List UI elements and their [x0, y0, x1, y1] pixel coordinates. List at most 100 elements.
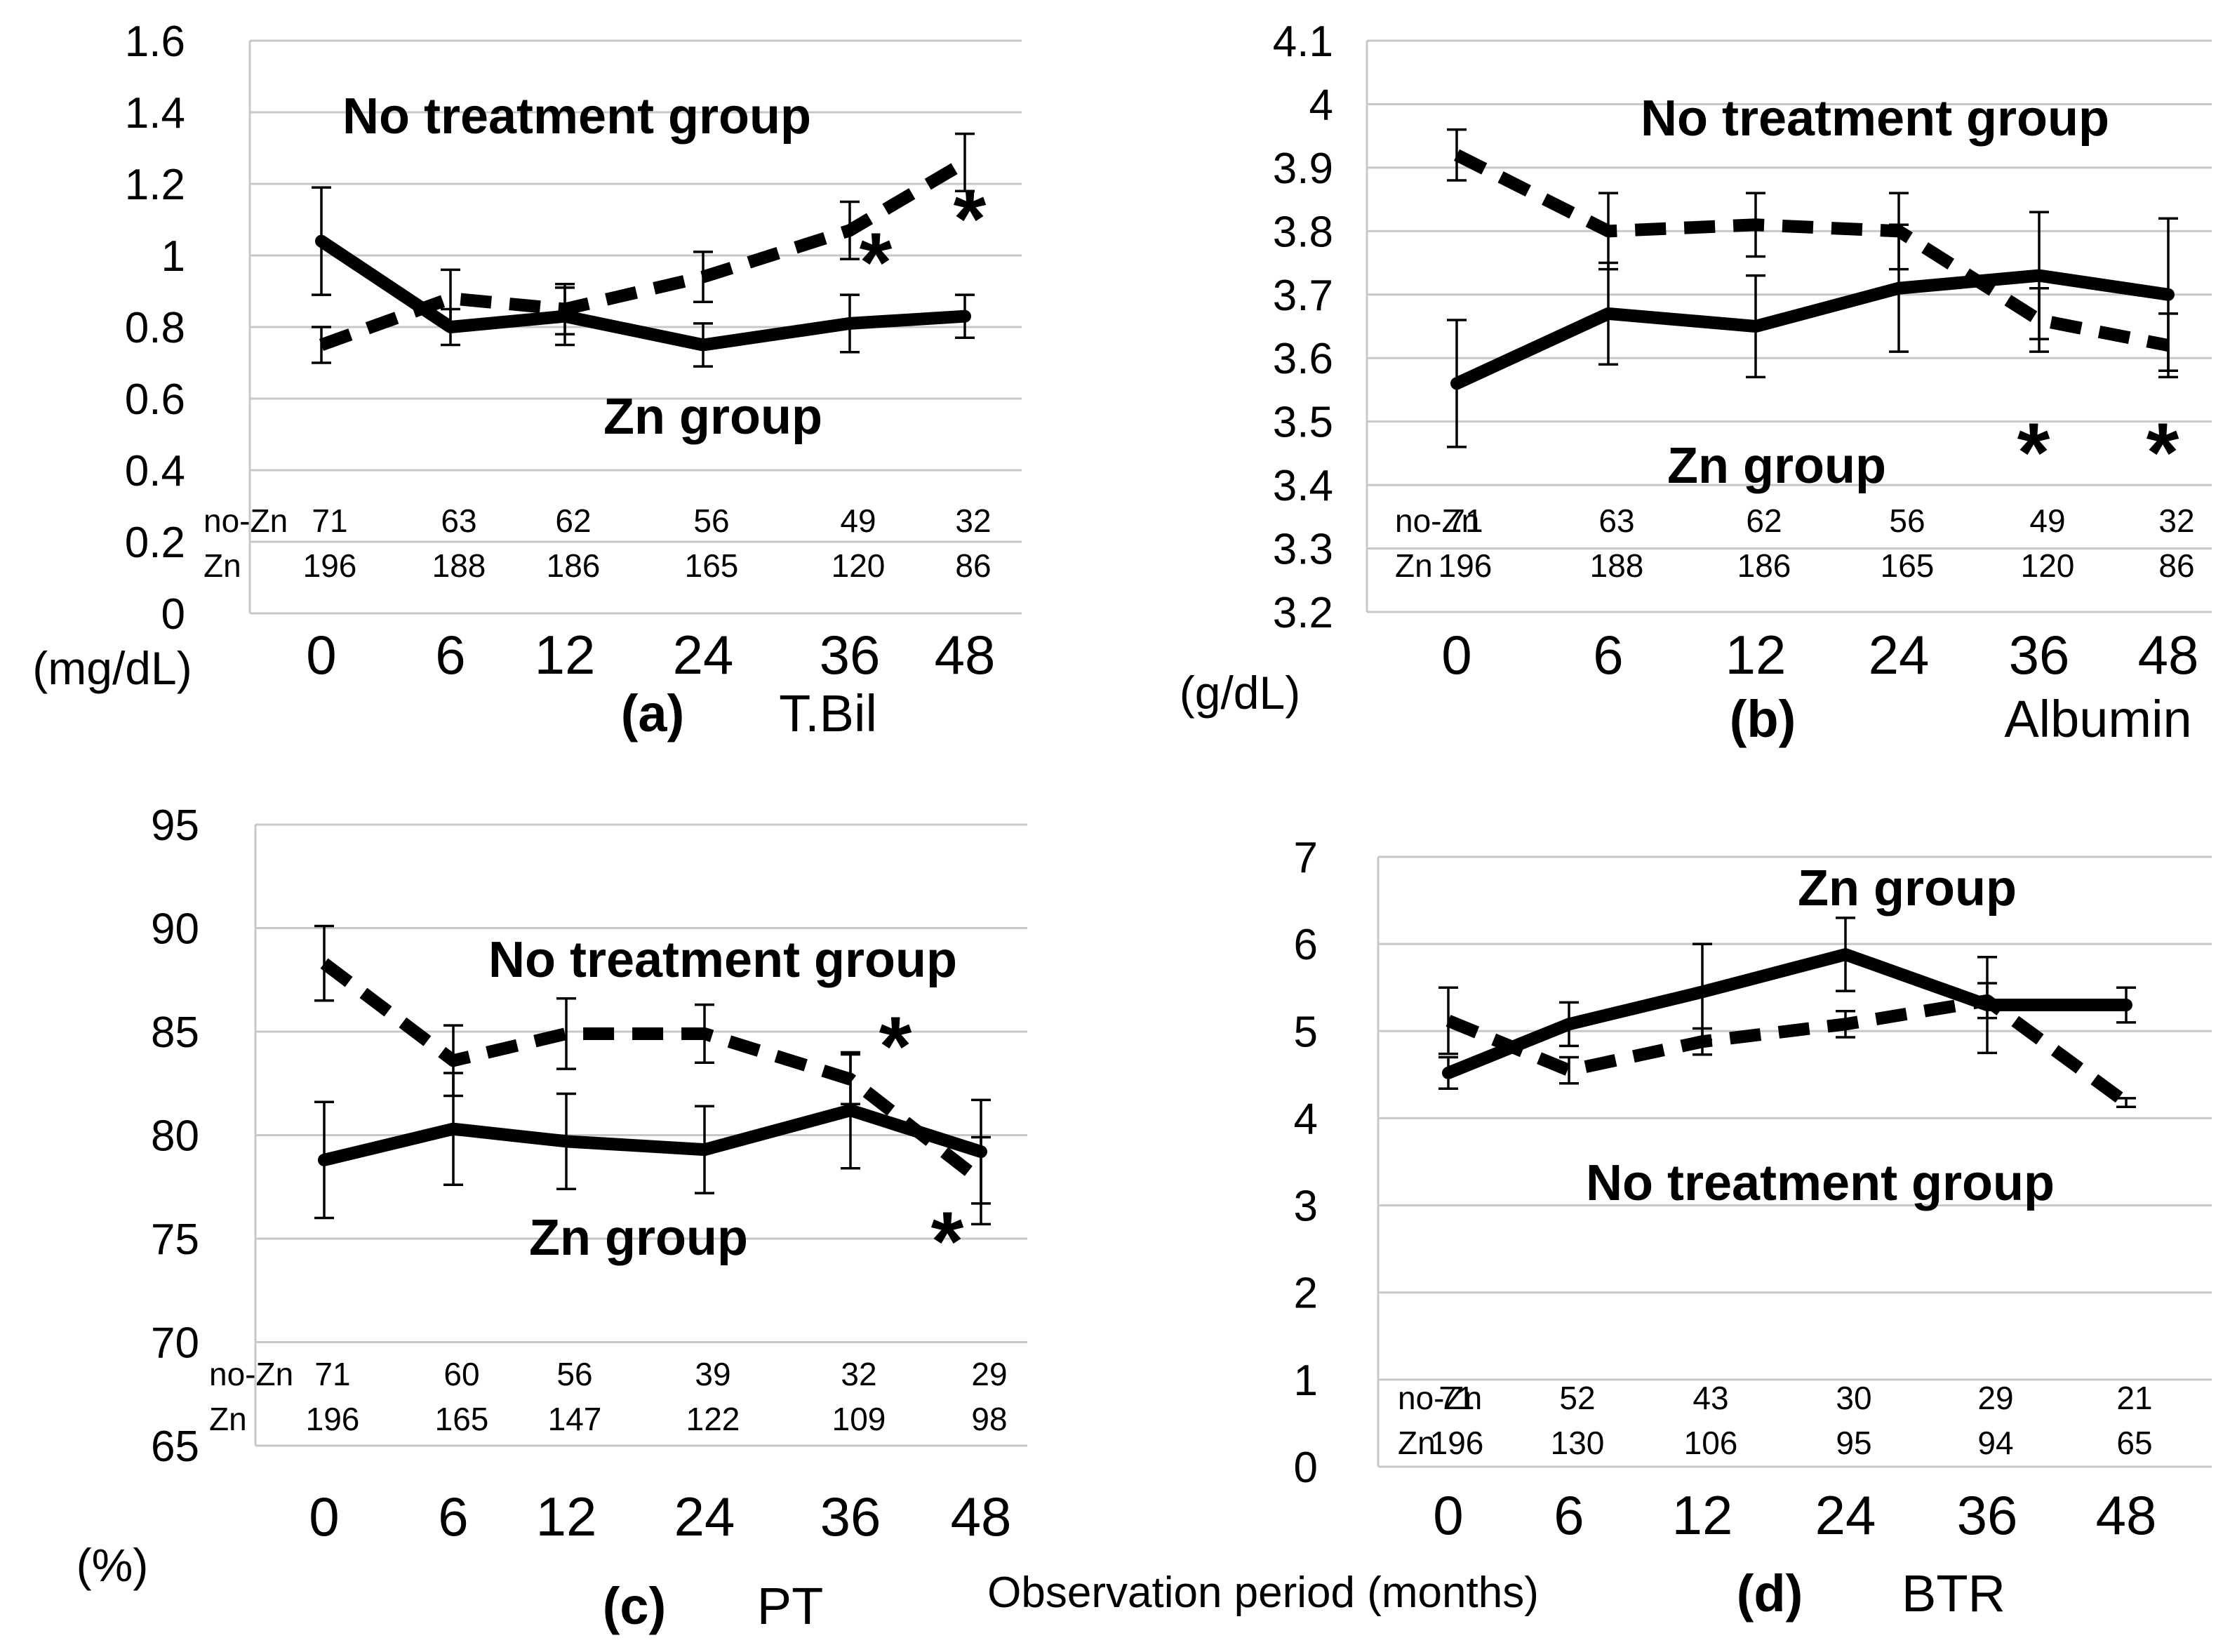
y-tick-label: 0.4: [125, 447, 185, 495]
x-tick-label: 6: [438, 1486, 468, 1547]
zn-group-label: Zn group: [529, 1210, 748, 1266]
zn-series: [1438, 917, 2136, 1090]
series-line: [1450, 269, 2175, 390]
no-treatment-series: [314, 924, 991, 1226]
y-tick-label: 0: [161, 590, 185, 639]
y-tick-label: 75: [151, 1215, 199, 1264]
panel-c: 65 70 75 80 85 90 95 0 6 12 24 36 48 no-Zn 71 60 56 39 32 2…: [76, 801, 1027, 1635]
n-count-value: 196: [303, 547, 357, 584]
no-treatment-series: [1438, 982, 2136, 1109]
n-count-value: 71: [314, 1356, 350, 1392]
n-count-value: 196: [1430, 1425, 1484, 1461]
x-tick-label: 12: [1672, 1484, 1733, 1546]
y-tick-label: 4: [1309, 81, 1333, 129]
n-row-label: no-Zn: [1398, 1380, 1482, 1416]
y-tick-label: 3.2: [1273, 589, 1333, 637]
n-count-value: 196: [1438, 547, 1493, 584]
y-tick-label: 3: [1294, 1183, 1318, 1231]
n-count-value: 165: [685, 547, 739, 584]
x-tick-label: 24: [674, 1486, 735, 1547]
y-tick-label: 3.4: [1273, 462, 1333, 510]
n-row-label: no-Zn: [203, 502, 288, 539]
panel-title: Albumin: [2004, 690, 2191, 748]
no-treatment-group-label: No treatment group: [1586, 1155, 2055, 1211]
n-count-value: 71: [1438, 1380, 1474, 1416]
no-treatment-group-label: No treatment group: [488, 932, 957, 988]
n-count-value: 56: [1889, 502, 1925, 539]
series-line: [1446, 994, 2130, 1108]
no-treatment-group-label: No treatment group: [342, 88, 811, 145]
x-tick-label: 6: [1593, 624, 1623, 686]
no-treatment-series: [1447, 128, 2178, 379]
x-tick-label: 12: [536, 1486, 597, 1547]
gridlines: [1378, 855, 2212, 1468]
y-tick-label: 5: [1294, 1008, 1318, 1056]
panel-title: BTR: [1902, 1564, 2005, 1623]
n-count-value: 147: [548, 1401, 602, 1437]
y-tick-label: 1.2: [125, 161, 185, 209]
n-count-value: 39: [695, 1356, 730, 1392]
n-count-value: 186: [1737, 547, 1791, 584]
y-tick-label: 0.8: [125, 304, 185, 352]
panel-letter: (b): [1730, 690, 1796, 748]
panel-letter: (d): [1737, 1564, 1803, 1623]
y-unit-label: (g/dL): [1180, 667, 1300, 719]
y-tick-label: 80: [151, 1112, 199, 1161]
x-tick-label: 0: [309, 1486, 339, 1547]
n-count-value: 71: [1447, 502, 1483, 539]
n-row-label: Zn: [203, 547, 241, 584]
significance-star: *: [2017, 406, 2050, 500]
y-tick-label: 90: [151, 905, 199, 954]
y-tick-label: 1.6: [125, 18, 185, 66]
y-tick-label: 3.8: [1273, 208, 1333, 256]
y-tick-label: 6: [1294, 921, 1318, 969]
y-tick-label: 0: [1294, 1444, 1318, 1492]
significance-star: *: [931, 1194, 964, 1288]
n-count-value: 32: [955, 502, 991, 539]
x-tick-label: 36: [820, 1486, 881, 1547]
n-count-value: 63: [441, 502, 476, 539]
panel-title: PT: [757, 1577, 824, 1635]
x-tick-label: 36: [2009, 624, 2070, 686]
y-tick-label: 95: [151, 801, 199, 850]
n-count-value: 21: [2116, 1380, 2152, 1416]
n-count-value: 30: [1836, 1380, 1871, 1416]
n-count-value: 165: [435, 1401, 489, 1437]
y-tick-label: 7: [1294, 834, 1318, 882]
series-line: [320, 958, 985, 1186]
n-count-value: 56: [693, 502, 729, 539]
y-tick-label: 3.9: [1273, 145, 1333, 193]
x-tick-label: 48: [951, 1486, 1012, 1547]
n-row-label: Zn: [1398, 1425, 1436, 1461]
n-count-value: 71: [312, 502, 347, 539]
y-tick-label: 4.1: [1273, 18, 1333, 66]
y-tick-label: 3.5: [1273, 399, 1333, 447]
n-count-value: 43: [1692, 1380, 1728, 1416]
x-tick-label: 24: [1815, 1484, 1876, 1546]
significance-star: *: [954, 172, 987, 266]
y-unit-label: (mg/dL): [32, 642, 192, 694]
x-tick-label: 0: [306, 624, 336, 686]
y-tick-label: 0.6: [125, 375, 185, 424]
y-tick-label: 1.4: [125, 89, 185, 138]
n-count-value: 120: [2021, 547, 2075, 584]
x-tick-label: 48: [2138, 624, 2199, 686]
n-count-value: 65: [2116, 1425, 2152, 1461]
y-tick-label: 3.3: [1273, 526, 1333, 574]
significance-star: *: [879, 999, 912, 1093]
x-tick-label: 36: [820, 624, 881, 686]
n-count-value: 49: [840, 502, 876, 539]
n-count-value: 188: [432, 547, 486, 584]
n-row-label: no-Zn: [1395, 502, 1479, 539]
y-tick-label: 3.6: [1273, 335, 1333, 383]
x-tick-label: 0: [1441, 624, 1471, 686]
significance-star: *: [860, 215, 893, 309]
x-tick-label: 0: [1433, 1484, 1463, 1546]
n-count-value: 120: [832, 547, 886, 584]
no-treatment-group-label: No treatment group: [1641, 91, 2109, 147]
n-count-value: 49: [2029, 502, 2065, 539]
y-tick-label: 1: [161, 232, 185, 281]
zn-group-label: Zn group: [1667, 438, 1886, 494]
series-line: [1453, 149, 2170, 352]
gridlines: [255, 823, 1027, 1447]
